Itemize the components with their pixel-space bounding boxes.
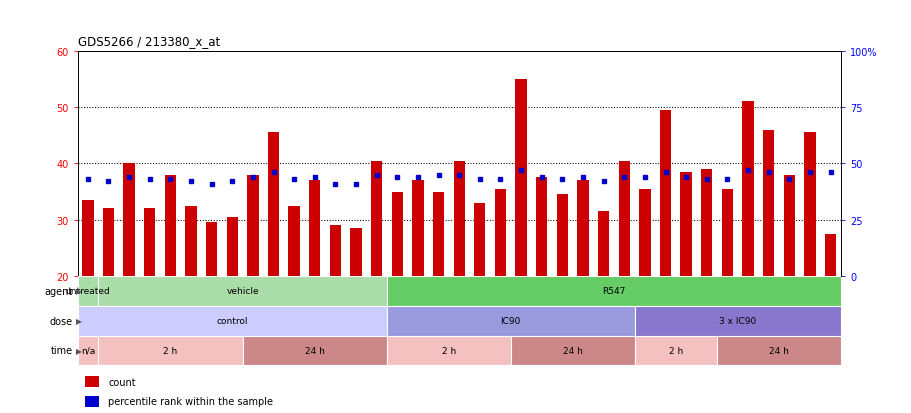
- Bar: [77, 306, 386, 336]
- Text: 2 h: 2 h: [668, 346, 682, 355]
- Text: n/a: n/a: [80, 346, 95, 355]
- Text: R547: R547: [601, 287, 625, 296]
- Text: 24 h: 24 h: [562, 346, 582, 355]
- Text: vehicle: vehicle: [226, 287, 259, 296]
- Bar: [330, 226, 341, 389]
- Bar: [659, 111, 670, 389]
- Bar: [701, 170, 711, 389]
- Bar: [824, 234, 835, 389]
- Bar: [242, 336, 386, 366]
- Bar: [783, 175, 794, 389]
- Bar: [85, 376, 98, 387]
- Bar: [226, 217, 238, 389]
- Bar: [742, 102, 752, 389]
- Bar: [453, 161, 465, 389]
- Bar: [386, 336, 510, 366]
- Text: 2 h: 2 h: [441, 346, 456, 355]
- Bar: [474, 203, 485, 389]
- Text: control: control: [216, 316, 248, 325]
- Bar: [515, 80, 527, 389]
- Bar: [763, 130, 773, 389]
- Bar: [577, 181, 588, 389]
- Bar: [536, 178, 547, 389]
- Text: GDS5266 / 213380_x_at: GDS5266 / 213380_x_at: [77, 35, 220, 47]
- Bar: [634, 336, 716, 366]
- Bar: [85, 396, 98, 407]
- Bar: [268, 133, 279, 389]
- Bar: [618, 161, 630, 389]
- Bar: [103, 209, 114, 389]
- Text: time: time: [51, 346, 73, 356]
- Bar: [350, 228, 362, 389]
- Bar: [165, 175, 176, 389]
- Bar: [510, 336, 634, 366]
- Text: count: count: [107, 377, 136, 387]
- Bar: [598, 212, 609, 389]
- Bar: [144, 209, 155, 389]
- Bar: [804, 133, 814, 389]
- Bar: [206, 223, 217, 389]
- Text: 2 h: 2 h: [163, 346, 178, 355]
- Bar: [77, 276, 98, 306]
- Bar: [386, 276, 840, 306]
- Bar: [721, 189, 732, 389]
- Text: 24 h: 24 h: [304, 346, 324, 355]
- Bar: [309, 181, 320, 389]
- Bar: [391, 192, 403, 389]
- Text: ▶: ▶: [77, 287, 82, 296]
- Bar: [123, 164, 135, 389]
- Text: agent: agent: [45, 286, 73, 296]
- Bar: [77, 336, 98, 366]
- Bar: [639, 189, 650, 389]
- Text: 3 x IC90: 3 x IC90: [718, 316, 755, 325]
- Bar: [556, 195, 568, 389]
- Bar: [412, 181, 423, 389]
- Text: 24 h: 24 h: [768, 346, 788, 355]
- Text: ▶: ▶: [77, 346, 82, 355]
- Bar: [716, 336, 840, 366]
- Bar: [495, 189, 506, 389]
- Bar: [185, 206, 197, 389]
- Bar: [386, 306, 634, 336]
- Bar: [98, 336, 242, 366]
- Bar: [247, 175, 259, 389]
- Bar: [634, 306, 840, 336]
- Bar: [98, 276, 386, 306]
- Bar: [288, 206, 300, 389]
- Bar: [82, 200, 94, 389]
- Text: percentile rank within the sample: percentile rank within the sample: [107, 396, 272, 406]
- Bar: [680, 172, 691, 389]
- Text: untreated: untreated: [66, 287, 110, 296]
- Text: ▶: ▶: [77, 316, 82, 325]
- Text: IC90: IC90: [500, 316, 520, 325]
- Text: dose: dose: [50, 316, 73, 326]
- Bar: [433, 192, 444, 389]
- Bar: [371, 161, 382, 389]
